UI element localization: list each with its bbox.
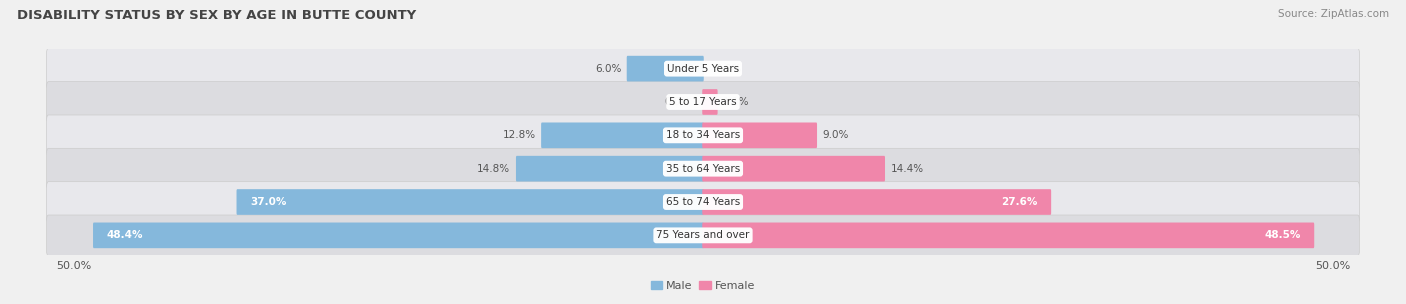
Legend: Male, Female: Male, Female xyxy=(647,276,759,295)
Text: DISABILITY STATUS BY SEX BY AGE IN BUTTE COUNTY: DISABILITY STATUS BY SEX BY AGE IN BUTTE… xyxy=(17,9,416,22)
Text: Under 5 Years: Under 5 Years xyxy=(666,64,740,74)
Text: 27.6%: 27.6% xyxy=(1001,197,1038,207)
FancyBboxPatch shape xyxy=(236,189,704,215)
FancyBboxPatch shape xyxy=(702,156,884,181)
FancyBboxPatch shape xyxy=(93,223,704,248)
Text: 12.8%: 12.8% xyxy=(502,130,536,140)
FancyBboxPatch shape xyxy=(46,115,1360,156)
FancyBboxPatch shape xyxy=(46,48,1360,89)
FancyBboxPatch shape xyxy=(46,215,1360,256)
Text: 5 to 17 Years: 5 to 17 Years xyxy=(669,97,737,107)
Text: 0.0%: 0.0% xyxy=(664,97,690,107)
FancyBboxPatch shape xyxy=(702,223,1315,248)
Text: 75 Years and over: 75 Years and over xyxy=(657,230,749,240)
FancyBboxPatch shape xyxy=(702,89,717,115)
Text: 14.8%: 14.8% xyxy=(477,164,510,174)
Text: 37.0%: 37.0% xyxy=(250,197,287,207)
FancyBboxPatch shape xyxy=(541,123,704,148)
FancyBboxPatch shape xyxy=(702,123,817,148)
FancyBboxPatch shape xyxy=(46,182,1360,222)
Text: 1.1%: 1.1% xyxy=(723,97,749,107)
FancyBboxPatch shape xyxy=(46,82,1360,122)
Text: 18 to 34 Years: 18 to 34 Years xyxy=(666,130,740,140)
Text: 14.4%: 14.4% xyxy=(890,164,924,174)
FancyBboxPatch shape xyxy=(627,56,704,81)
Text: 65 to 74 Years: 65 to 74 Years xyxy=(666,197,740,207)
Text: 48.4%: 48.4% xyxy=(107,230,143,240)
FancyBboxPatch shape xyxy=(702,189,1052,215)
FancyBboxPatch shape xyxy=(516,156,704,181)
Text: Source: ZipAtlas.com: Source: ZipAtlas.com xyxy=(1278,9,1389,19)
Text: 6.0%: 6.0% xyxy=(595,64,621,74)
Text: 9.0%: 9.0% xyxy=(823,130,849,140)
Text: 48.5%: 48.5% xyxy=(1264,230,1301,240)
FancyBboxPatch shape xyxy=(46,148,1360,189)
Text: 35 to 64 Years: 35 to 64 Years xyxy=(666,164,740,174)
Text: 0.0%: 0.0% xyxy=(716,64,742,74)
